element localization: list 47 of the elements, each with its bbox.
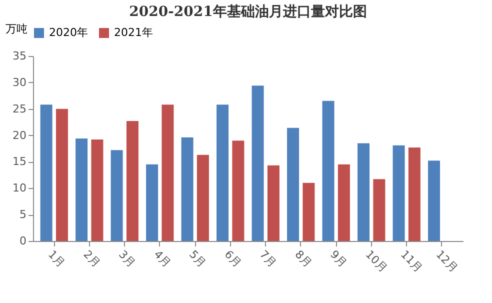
bar	[322, 100, 334, 241]
x-tick-label: 3月	[116, 248, 138, 270]
y-tick-label: 0	[20, 234, 26, 248]
y-tick-label: 35	[12, 50, 26, 62]
bar	[56, 108, 68, 241]
y-tick-label: 15	[12, 155, 26, 168]
bar	[267, 165, 280, 241]
x-tick-label: 8月	[292, 248, 314, 270]
bar	[408, 147, 420, 241]
bar	[392, 145, 405, 241]
bar	[287, 128, 300, 241]
bar	[146, 164, 158, 241]
y-tick-label: 30	[12, 76, 26, 89]
bar	[76, 138, 88, 241]
x-tick-label: 12月	[433, 248, 460, 275]
bar	[181, 137, 194, 241]
bar	[126, 121, 138, 241]
bar	[216, 104, 229, 241]
y-axis-title: 万吨	[6, 22, 28, 36]
y-tick-label: 25	[12, 102, 26, 116]
x-tick-label: 6月	[222, 248, 244, 270]
x-tick-label: 9月	[328, 248, 350, 270]
bar	[162, 104, 174, 241]
x-tick-label: 10月	[362, 248, 390, 275]
x-tick-label: 5月	[186, 248, 209, 270]
legend-label: 2020年	[49, 26, 88, 39]
y-tick-label: 20	[12, 128, 26, 142]
legend-label: 2021年	[114, 26, 153, 39]
y-tick-label: 5	[20, 208, 26, 222]
y-tick-label: 10	[12, 182, 26, 195]
bar	[40, 104, 52, 241]
chart-title: 2020-2021年基础油月进口量对比图	[129, 4, 367, 20]
x-tick-label: 4月	[151, 248, 174, 270]
bar	[91, 140, 104, 241]
x-tick-label: 2月	[80, 248, 103, 270]
x-tick-label: 7月	[257, 248, 280, 270]
bar	[232, 140, 244, 241]
x-tick-label: 11月	[398, 248, 425, 275]
bar	[338, 164, 350, 241]
bar	[358, 143, 370, 241]
bar	[196, 154, 209, 241]
x-tick-label: 1月	[46, 248, 68, 270]
bar	[428, 160, 440, 241]
bar	[110, 150, 123, 241]
bar	[302, 182, 315, 241]
bar	[252, 86, 264, 241]
bar	[373, 179, 386, 241]
